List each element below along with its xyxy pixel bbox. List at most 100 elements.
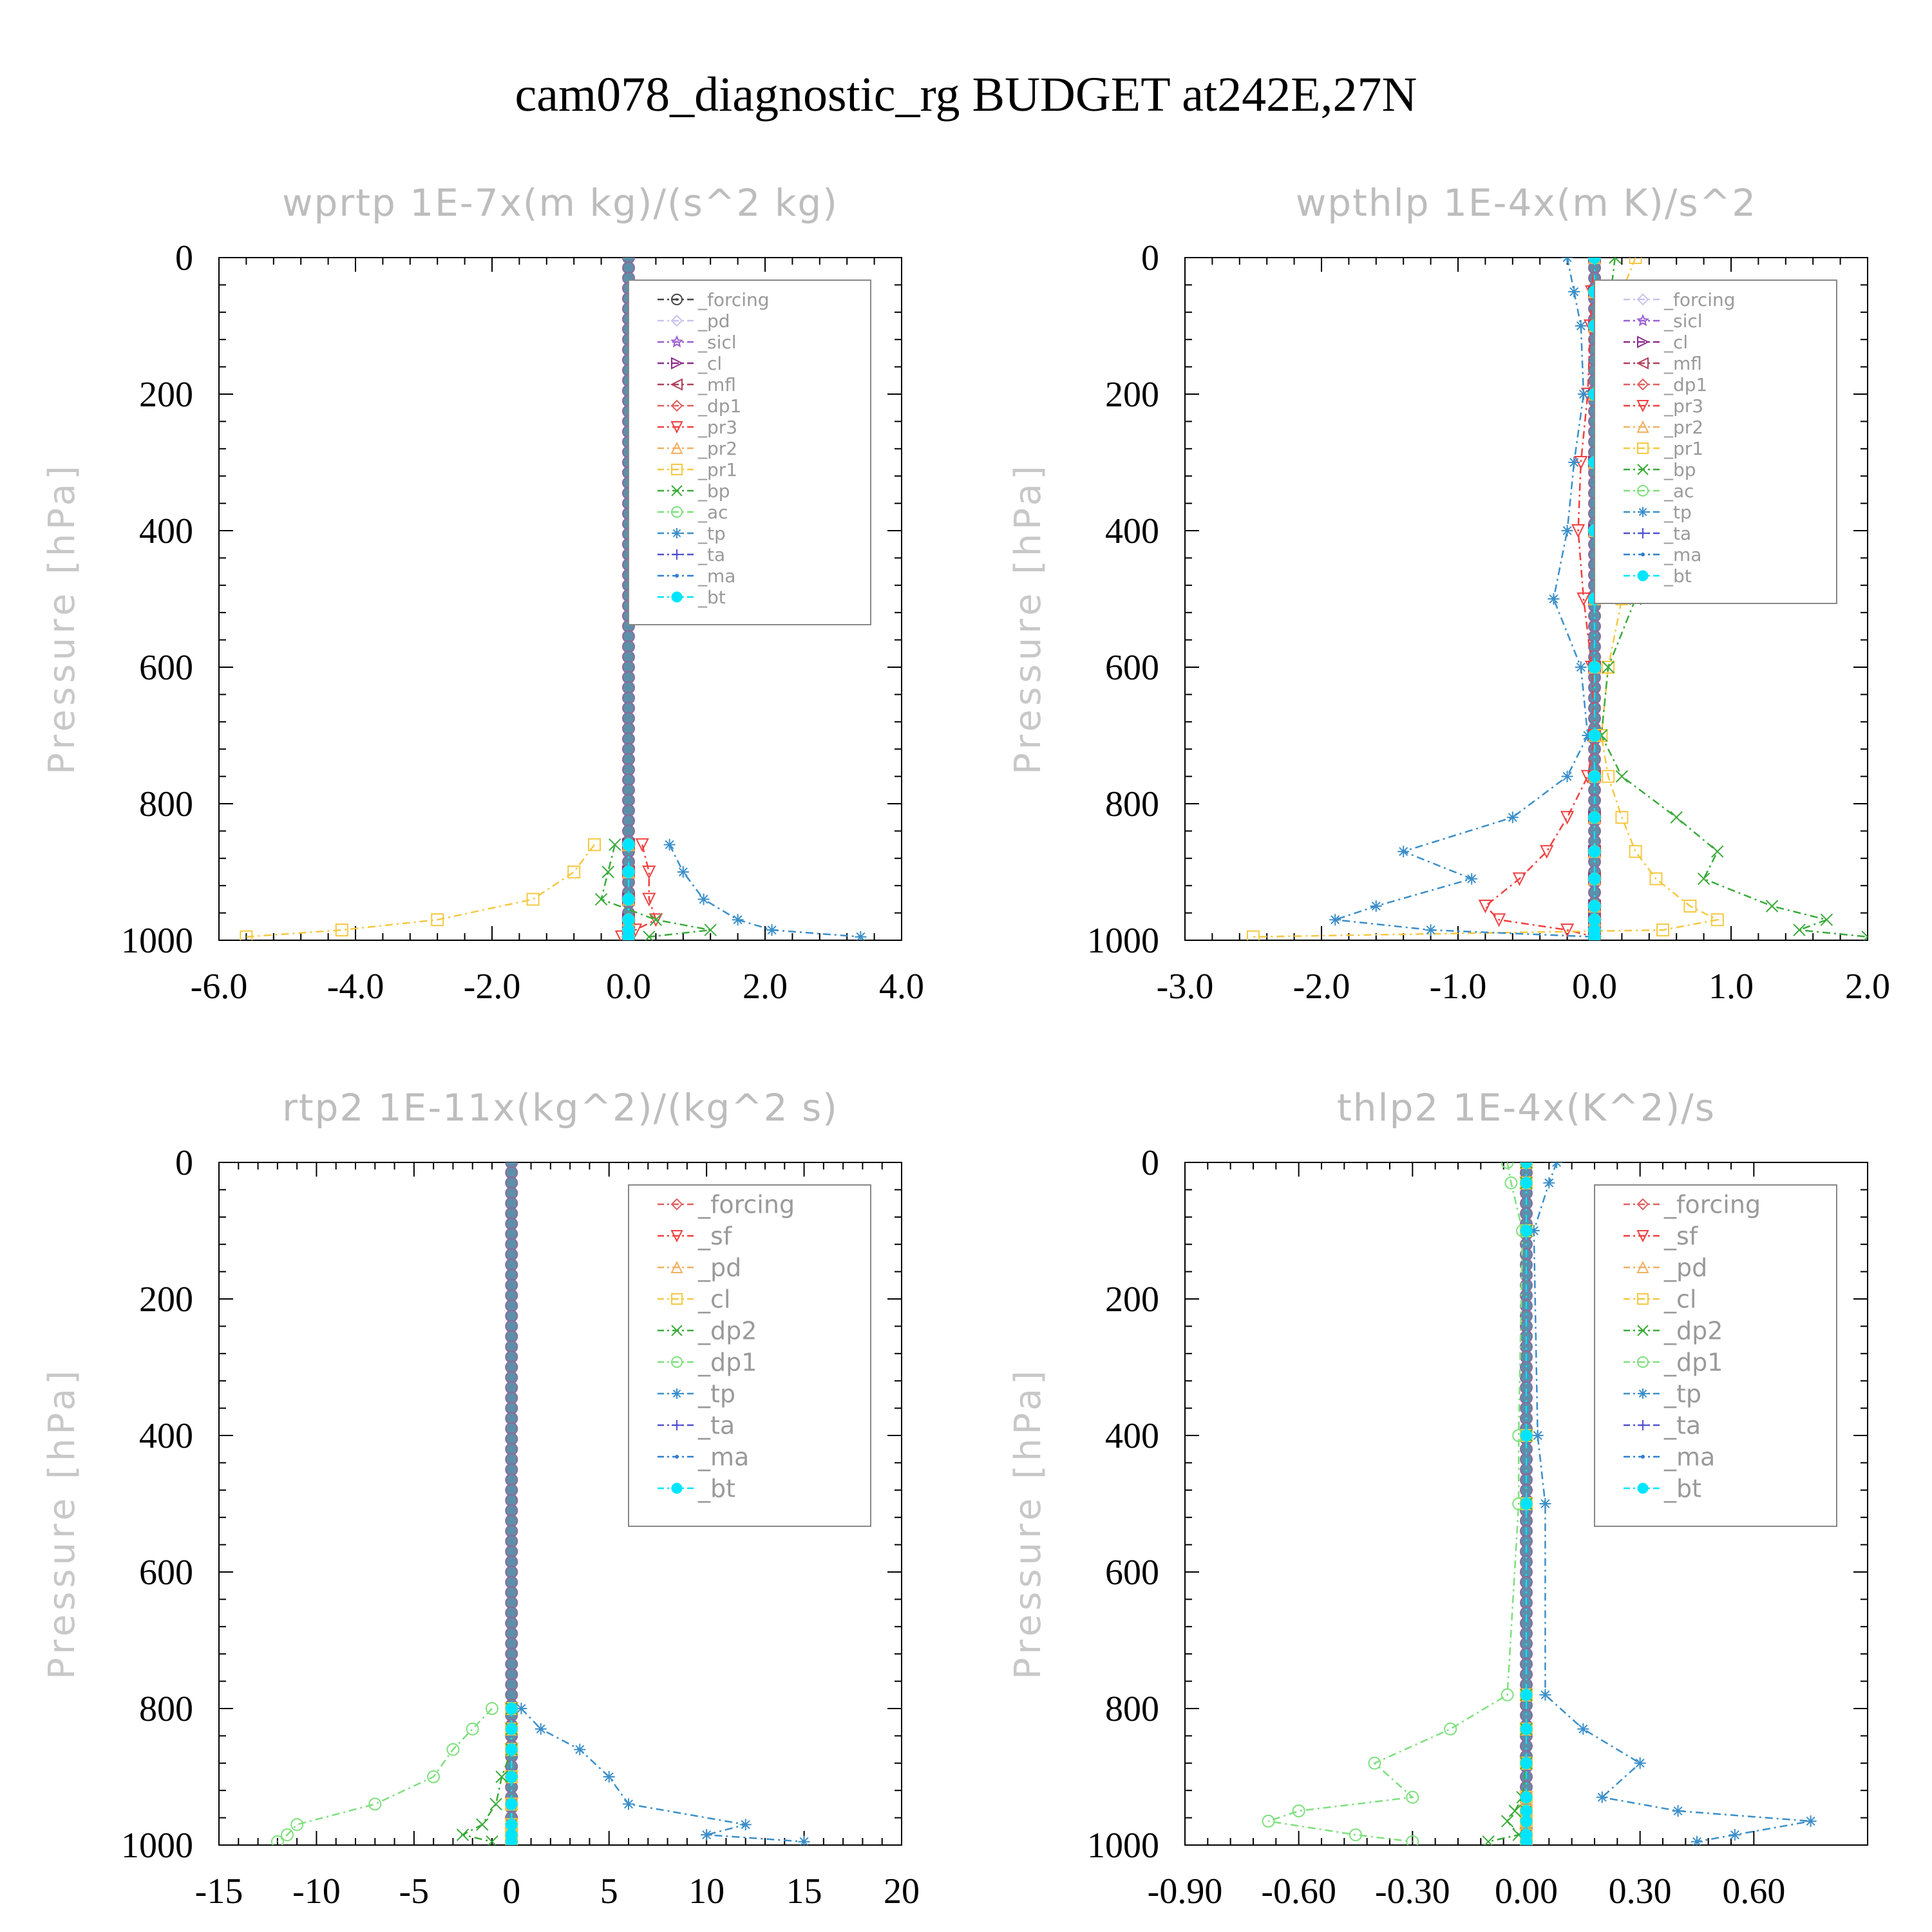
- legend-label: _pr2: [1663, 417, 1703, 438]
- legend-marker: [670, 1260, 683, 1273]
- data-point: [1425, 924, 1437, 936]
- legend-marker: [675, 574, 679, 578]
- data-point: [567, 866, 581, 878]
- data-point: [1588, 845, 1601, 858]
- legend-item: _pr1: [658, 459, 737, 480]
- x-tick-label: 2.0: [743, 967, 788, 1007]
- legend-label: _pr3: [697, 417, 737, 438]
- data-point: [1482, 1835, 1495, 1845]
- legend-label: _ta: [1663, 523, 1691, 544]
- data-point: [1247, 930, 1260, 940]
- data-point: [1602, 661, 1615, 674]
- legend-item: _dp1: [658, 1348, 757, 1376]
- x-tick-label: -6.0: [191, 967, 248, 1007]
- data-point: [1561, 525, 1573, 536]
- legend-marker: [671, 1325, 683, 1336]
- data-point: [1588, 931, 1601, 940]
- data-point: [1520, 1835, 1533, 1845]
- x-tick-label: -4.0: [327, 967, 384, 1007]
- legend-label: _pr1: [1663, 438, 1703, 459]
- data-point: [623, 1798, 634, 1810]
- legend-marker: [670, 314, 683, 327]
- data-point: [1588, 900, 1601, 913]
- x-tick-label: -0.30: [1375, 1871, 1450, 1911]
- data-point: [1406, 1790, 1419, 1804]
- series-bt: [1520, 1162, 1533, 1845]
- legend-label: _bt: [1663, 565, 1692, 587]
- legend-label: _ta: [1663, 1411, 1701, 1439]
- legend-label: _tp: [1663, 1379, 1701, 1408]
- data-point: [535, 1723, 547, 1735]
- data-point: [335, 923, 348, 937]
- legend-item: _pd: [658, 1253, 741, 1282]
- y-tick-label: 200: [1105, 1280, 1159, 1320]
- data-point: [574, 1743, 586, 1756]
- legend-item: _tp: [658, 523, 726, 544]
- data-point: [1575, 661, 1587, 673]
- legend-item: _tp: [1624, 1379, 1701, 1408]
- legend-marker: [1636, 1198, 1649, 1211]
- y-tick-label: 1000: [121, 921, 193, 961]
- figure-title: cam078_diagnostic_rg BUDGET at242E,27N: [515, 68, 1417, 122]
- legend-item: _ta: [1624, 523, 1691, 544]
- legend-marker: [1637, 1325, 1649, 1336]
- legend-item: _bp: [658, 480, 730, 502]
- data-point: [677, 866, 689, 878]
- data-point: [1512, 872, 1527, 886]
- data-point: [1520, 1723, 1533, 1736]
- data-point: [1520, 1224, 1533, 1237]
- y-tick-label: 0: [1141, 238, 1159, 278]
- data-point: [505, 1770, 518, 1783]
- legend-marker: [670, 421, 683, 434]
- legend-marker: [675, 1455, 679, 1459]
- legend-item: _pd: [658, 310, 730, 332]
- data-point: [1520, 1497, 1533, 1510]
- legend-item: _ac: [1624, 480, 1694, 502]
- legend-item: _pd: [1624, 1253, 1707, 1282]
- data-point: [1501, 1815, 1514, 1828]
- y-tick-label: 0: [1141, 1143, 1159, 1183]
- data-point: [1568, 286, 1580, 298]
- legend-item: _ta: [658, 1411, 735, 1439]
- legend-item: _bt: [1624, 1474, 1701, 1502]
- data-point: [515, 1703, 527, 1714]
- data-point: [643, 930, 656, 940]
- legend-label: _ma: [1663, 544, 1701, 565]
- legend: _forcing _sf _pd _cl _dp2 _dp1 _tp _ta _ma _bt: [1594, 1184, 1837, 1527]
- legend-marker: [670, 378, 683, 391]
- x-tick-label: 0.00: [1495, 1871, 1558, 1911]
- legend-marker: [670, 1230, 683, 1243]
- y-tick-label: 400: [1105, 511, 1159, 551]
- data-point: [456, 1828, 469, 1841]
- y-tick-label: 600: [1105, 1553, 1159, 1593]
- data-point: [505, 1835, 518, 1845]
- y-tick-label: 0: [175, 1143, 193, 1183]
- plot-frame: [218, 1162, 902, 1846]
- panel-title: wpthlp 1E-4x(m K)/s^2: [1296, 181, 1757, 225]
- y-tick-label: 1000: [1087, 921, 1159, 961]
- legend-item: _forcing: [658, 1190, 795, 1218]
- legend-marker: [671, 357, 684, 370]
- legend-marker: [1636, 1230, 1649, 1243]
- data-point: [1560, 811, 1575, 825]
- plot-area: [270, 1162, 810, 1845]
- data-point: [486, 1835, 498, 1845]
- legend-item: _ac: [658, 502, 728, 523]
- legend-label: _tp: [697, 523, 726, 544]
- legend-marker: [670, 335, 684, 348]
- data-point: [1577, 1723, 1589, 1735]
- data-point: [622, 893, 635, 905]
- data-point: [603, 1771, 615, 1783]
- x-tick-label: 0: [502, 1871, 520, 1911]
- series-bt: [505, 1702, 518, 1845]
- data-point: [1444, 1722, 1457, 1736]
- y-tick-label: 400: [1105, 1416, 1159, 1456]
- legend-box: [1594, 1184, 1837, 1527]
- legend-marker: [1636, 357, 1649, 370]
- x-tick-label: 4.0: [879, 967, 924, 1007]
- data-point: [588, 838, 601, 851]
- legend-item: _sicl: [1624, 310, 1703, 332]
- data-point: [1588, 258, 1601, 264]
- data-point: [1697, 872, 1710, 886]
- series-line: [1484, 258, 1596, 938]
